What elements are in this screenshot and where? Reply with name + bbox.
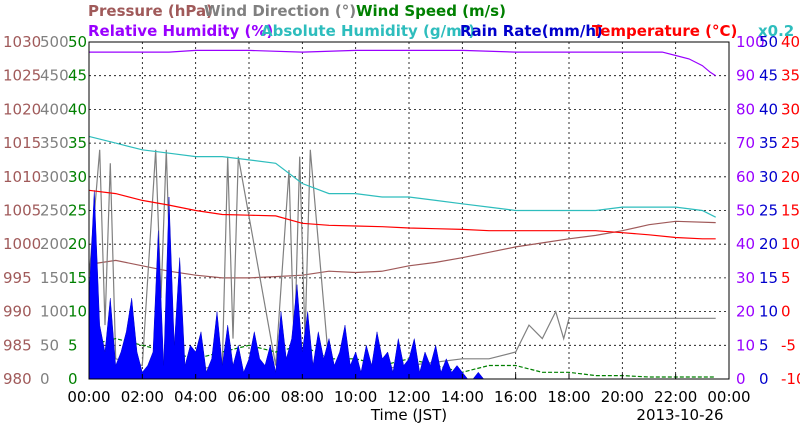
tick-label-wind-direction: 150 xyxy=(40,269,69,287)
tick-label-relative-humidity: 20 xyxy=(736,303,755,321)
tick-label-pressure: 1030 xyxy=(3,33,41,51)
tick-label-temperature: 25 xyxy=(781,134,800,152)
legend-temperature: Temperature (°C) xyxy=(592,22,737,40)
legend-rain-rate: Rain Rate(mm/h) xyxy=(460,22,603,40)
chart-series xyxy=(88,49,717,380)
tick-label-rain-rate: 0 xyxy=(759,370,769,388)
abs-humidity-scale: x0.2 xyxy=(758,22,794,40)
tick-label-temperature: 40 xyxy=(781,33,800,51)
tick-label-rain-rate: 10 xyxy=(759,303,778,321)
tick-label-relative-humidity: 70 xyxy=(736,134,755,152)
tick-label-rain-rate: 15 xyxy=(759,269,778,287)
tick-label-rain-rate: 5 xyxy=(759,336,769,354)
x-tick-label: 10:00 xyxy=(334,388,377,406)
tick-label-wind-direction: 50 xyxy=(40,336,59,354)
tick-label-wind-direction: 450 xyxy=(40,67,69,85)
tick-label-wind-speed: 0 xyxy=(68,370,78,388)
tick-label-relative-humidity: 50 xyxy=(736,202,755,220)
x-tick-label: 08:00 xyxy=(281,388,324,406)
chart-grid xyxy=(89,42,729,379)
legend-absolute-humidity: Absolute Humidity (g/m³) xyxy=(261,22,475,40)
tick-label-wind-speed: 50 xyxy=(68,33,87,51)
chart-date: 2013-10-26 xyxy=(636,406,723,424)
tick-label-wind-speed: 45 xyxy=(68,67,87,85)
tick-label-wind-speed: 25 xyxy=(68,202,87,220)
tick-label-temperature: 15 xyxy=(781,202,800,220)
tick-label-rain-rate: 35 xyxy=(759,134,778,152)
x-tick-label: 20:00 xyxy=(601,388,644,406)
x-tick-label: 00:00 xyxy=(67,388,110,406)
series-absolute-humidity-g-m xyxy=(88,135,716,218)
legend-relative-humidity: Relative Humidity (%) xyxy=(88,22,273,40)
x-tick-label: 18:00 xyxy=(547,388,590,406)
tick-label-pressure: 995 xyxy=(3,269,32,287)
tick-label-temperature: 20 xyxy=(781,168,800,186)
tick-label-wind-direction: 100 xyxy=(40,303,69,321)
tick-label-relative-humidity: 30 xyxy=(736,269,755,287)
legend-wind-direction: Wind Direction (°) xyxy=(204,2,356,20)
tick-label-wind-direction: 350 xyxy=(40,134,69,152)
series-pressure-hpa xyxy=(88,220,716,279)
chart-legend: Pressure (hPa) Wind Direction (°) Wind S… xyxy=(88,2,794,40)
x-tick-label: 22:00 xyxy=(654,388,697,406)
tick-label-relative-humidity: 60 xyxy=(736,168,755,186)
tick-label-wind-speed: 30 xyxy=(68,168,87,186)
legend-pressure: Pressure (hPa) xyxy=(88,2,213,20)
tick-label-rain-rate: 45 xyxy=(759,67,778,85)
tick-label-wind-speed: 20 xyxy=(68,235,87,253)
tick-label-rain-rate: 30 xyxy=(759,168,778,186)
x-tick-label: 12:00 xyxy=(387,388,430,406)
tick-label-relative-humidity: 40 xyxy=(736,235,755,253)
tick-label-pressure: 990 xyxy=(3,303,32,321)
tick-label-wind-direction: 400 xyxy=(40,100,69,118)
legend-wind-speed: Wind Speed (m/s) xyxy=(356,2,506,20)
tick-label-pressure: 1025 xyxy=(3,67,41,85)
tick-label-pressure: 1000 xyxy=(3,235,41,253)
x-tick-label: 04:00 xyxy=(174,388,217,406)
tick-label-temperature: 0 xyxy=(781,303,791,321)
tick-label-wind-direction: 500 xyxy=(40,33,69,51)
tick-label-rain-rate: 25 xyxy=(759,202,778,220)
tick-label-pressure: 985 xyxy=(3,336,32,354)
tick-label-pressure: 1020 xyxy=(3,100,41,118)
tick-label-pressure: 1015 xyxy=(3,134,41,152)
series-relative-humidity xyxy=(89,49,717,77)
tick-label-wind-direction: 0 xyxy=(40,370,50,388)
tick-label-rain-rate: 50 xyxy=(759,33,778,51)
x-axis-label: Time (JST) xyxy=(370,406,447,424)
tick-label-relative-humidity: 0 xyxy=(736,370,746,388)
tick-label-relative-humidity: 100 xyxy=(736,33,765,51)
tick-label-relative-humidity: 90 xyxy=(736,67,755,85)
tick-label-relative-humidity: 80 xyxy=(736,100,755,118)
x-tick-label: 06:00 xyxy=(227,388,270,406)
tick-label-wind-direction: 200 xyxy=(40,235,69,253)
x-tick-label: 02:00 xyxy=(121,388,164,406)
tick-label-temperature: 30 xyxy=(781,100,800,118)
series-temperature-c xyxy=(88,189,716,240)
tick-label-temperature: 5 xyxy=(781,269,791,287)
x-tick-label: 16:00 xyxy=(494,388,537,406)
tick-label-pressure: 1010 xyxy=(3,168,41,186)
tick-label-relative-humidity: 10 xyxy=(736,336,755,354)
tick-label-wind-speed: 15 xyxy=(68,269,87,287)
tick-label-temperature: 10 xyxy=(781,235,800,253)
tick-label-wind-speed: 10 xyxy=(68,303,87,321)
tick-label-pressure: 1005 xyxy=(3,202,41,220)
tick-label-rain-rate: 20 xyxy=(759,235,778,253)
tick-label-wind-speed: 35 xyxy=(68,134,87,152)
x-tick-label: 14:00 xyxy=(441,388,484,406)
tick-label-temperature: 35 xyxy=(781,67,800,85)
tick-label-temperature: -10 xyxy=(781,370,800,388)
tick-label-wind-speed: 40 xyxy=(68,100,87,118)
tick-label-wind-direction: 300 xyxy=(40,168,69,186)
chart-axes: 1030102510201015101010051000995990985980… xyxy=(3,33,800,406)
tick-label-pressure: 980 xyxy=(3,370,32,388)
x-tick-label: 00:00 xyxy=(707,388,750,406)
series-rain-rate-mm-h xyxy=(88,190,516,380)
tick-label-wind-speed: 5 xyxy=(68,336,78,354)
tick-label-wind-direction: 250 xyxy=(40,202,69,220)
tick-label-rain-rate: 40 xyxy=(759,100,778,118)
tick-label-temperature: -5 xyxy=(781,336,796,354)
